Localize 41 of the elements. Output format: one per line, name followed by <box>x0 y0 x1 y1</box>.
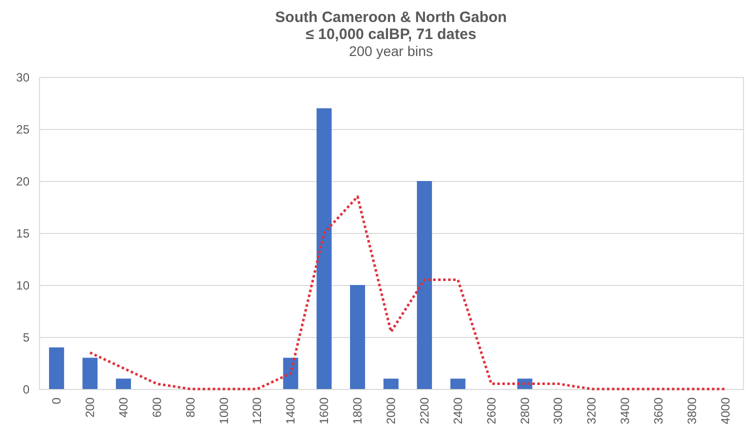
text: South Cameroon & North Gabon <box>275 9 507 26</box>
x-tick-label: 3400 <box>618 397 632 424</box>
bar <box>350 285 366 389</box>
bar <box>116 378 131 389</box>
bar <box>450 378 466 389</box>
x-tick-label: 1800 <box>350 397 365 424</box>
y-tick-label: 5 <box>22 330 30 344</box>
x-tick-label: 1200 <box>250 397 264 424</box>
bar <box>316 108 332 389</box>
x-tick-label: 200 <box>83 397 97 418</box>
x-tick-label: 3800 <box>685 397 699 424</box>
y-tick-label: 15 <box>16 226 30 240</box>
y-tick-label: 0 <box>22 382 30 396</box>
text: ≤ 10,000 calBP, 71 dates <box>306 26 476 43</box>
x-tick-label: 2800 <box>518 397 532 424</box>
bar <box>82 358 98 389</box>
x-tick-label: 1400 <box>284 397 298 424</box>
bar <box>283 358 298 389</box>
chart-subtitle: 200 year bins <box>348 43 434 59</box>
x-tick-label: 600 <box>150 397 164 418</box>
x-tick-label: 400 <box>116 397 130 418</box>
bar <box>49 347 64 389</box>
x-tick-label: 2600 <box>484 397 498 424</box>
x-tick-label: 3600 <box>652 397 666 424</box>
y-tick-label: 20 <box>16 174 30 188</box>
x-tick-label: 2000 <box>384 397 398 424</box>
y-tick-label: 30 <box>16 70 30 84</box>
x-tick-label: 2400 <box>450 397 465 424</box>
y-tick-label: 25 <box>16 122 30 136</box>
x-tick-label: 1000 <box>216 397 231 424</box>
line-series <box>88 195 727 390</box>
x-tick-label: 0 <box>50 397 64 404</box>
bar <box>383 378 399 389</box>
x-tick-label: 3200 <box>584 397 599 424</box>
y-tick-label: 10 <box>16 278 30 292</box>
x-tick-label: 1600 <box>317 397 332 424</box>
bar <box>416 181 432 389</box>
x-tick-label: 3000 <box>551 397 566 424</box>
x-tick-label: 4000 <box>718 397 732 424</box>
x-tick-label: 800 <box>183 397 198 418</box>
x-tick-label: 2200 <box>417 397 432 424</box>
